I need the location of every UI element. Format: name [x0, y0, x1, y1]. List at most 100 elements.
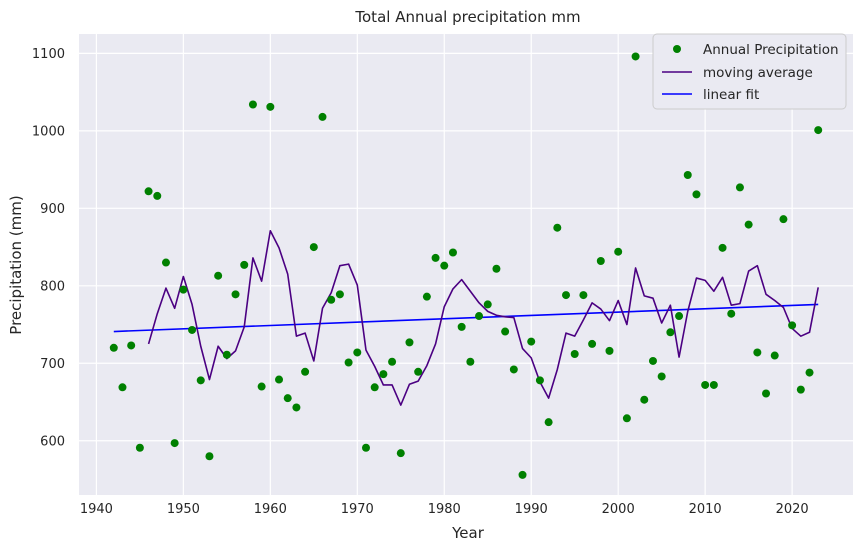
- scatter-point: [292, 403, 301, 412]
- scatter-point: [518, 470, 527, 479]
- scatter-point: [153, 191, 162, 200]
- x-tick-label: 1950: [167, 502, 200, 517]
- scatter-point: [422, 292, 431, 301]
- scatter-point: [431, 253, 440, 262]
- scatter-point: [562, 291, 571, 300]
- scatter-point: [735, 183, 744, 192]
- scatter-point: [570, 349, 579, 358]
- scatter-point: [605, 346, 614, 355]
- scatter-point: [770, 351, 779, 360]
- scatter-point: [475, 312, 484, 321]
- scatter-point: [266, 102, 275, 111]
- scatter-point: [353, 348, 362, 357]
- x-tick-label: 1940: [80, 502, 113, 517]
- y-axis-label: Precipitation (mm): [7, 195, 25, 334]
- scatter-point: [379, 370, 388, 379]
- moving-average-layer: [147, 230, 819, 406]
- scatter-point: [170, 439, 179, 448]
- scatter-point: [631, 52, 640, 61]
- scatter-point: [144, 187, 153, 196]
- moving-average-line: [147, 230, 819, 406]
- legend-marker-annual-precipitation: [673, 45, 681, 53]
- scatter-point: [118, 383, 127, 392]
- x-tick-label: 1980: [428, 502, 461, 517]
- scatter-point: [301, 367, 310, 376]
- scatter-point: [179, 285, 188, 294]
- y-tick-label: 900: [40, 202, 65, 217]
- x-tick-label: 1970: [341, 502, 374, 517]
- x-tick-label: 2010: [689, 502, 722, 517]
- x-axis-label: Year: [451, 524, 485, 542]
- legend-label-moving-average: moving average: [703, 65, 813, 81]
- scatter-point: [701, 380, 710, 389]
- scatter-point: [762, 389, 771, 398]
- scatter-point: [109, 343, 118, 352]
- scatter-point: [231, 290, 240, 299]
- scatter-point: [796, 385, 805, 394]
- scatter-point: [127, 341, 136, 350]
- scatter-point: [222, 350, 231, 359]
- y-tick-label: 800: [40, 279, 65, 294]
- scatter-point: [596, 257, 605, 266]
- scatter-point: [779, 215, 788, 224]
- scatter-point: [675, 312, 684, 321]
- scatter-point: [640, 395, 649, 404]
- scatter-point: [188, 325, 197, 334]
- scatter-point: [344, 358, 353, 367]
- scatter-point: [318, 112, 327, 121]
- y-tick-label: 1100: [32, 47, 65, 62]
- scatter-point: [492, 264, 501, 273]
- linear-fit-layer: [113, 303, 819, 333]
- scatter-point: [283, 394, 292, 403]
- grid: [79, 34, 853, 495]
- scatter-point: [622, 414, 631, 423]
- y-tick-label: 1000: [32, 124, 65, 139]
- scatter-point: [509, 365, 518, 374]
- scatter-point: [240, 260, 249, 269]
- scatter-point: [657, 372, 666, 381]
- scatter-point: [788, 321, 797, 330]
- scatter-point: [527, 337, 536, 346]
- x-tick-label: 1990: [515, 502, 548, 517]
- legend-label-annual-precipitation: Annual Precipitation: [703, 42, 839, 58]
- scatter-point: [727, 309, 736, 318]
- scatter-point: [405, 338, 414, 347]
- scatter-point: [709, 380, 718, 389]
- scatter-point: [614, 247, 623, 256]
- scatter-point: [440, 261, 449, 270]
- legend-box: [652, 33, 847, 110]
- scatter-point: [414, 367, 423, 376]
- linear-fit-line: [113, 303, 819, 333]
- chart-title: Total Annual precipitation mm: [354, 8, 580, 26]
- scatter-point: [579, 291, 588, 300]
- scatter-point: [753, 348, 762, 357]
- scatter-point: [814, 126, 823, 135]
- scatter-point: [483, 300, 492, 309]
- scatter-point: [466, 357, 475, 366]
- scatter-point: [544, 418, 553, 427]
- scatter-point: [327, 295, 336, 304]
- x-tick-label: 1960: [254, 502, 287, 517]
- scatter-point: [196, 376, 205, 385]
- scatter-point: [805, 368, 814, 377]
- legend-label-linear-fit: linear fit: [703, 87, 759, 103]
- scatter-point: [205, 452, 214, 461]
- scatter-point: [718, 243, 727, 252]
- plot-background: [79, 34, 853, 495]
- scatter-point: [214, 271, 223, 280]
- x-axis-ticks: 1940 1950 1960 1970 1980 1990 2000 2010 2020: [80, 502, 809, 517]
- scatter-point: [309, 243, 318, 252]
- scatter-point: [535, 376, 544, 385]
- scatter-point: [370, 383, 379, 392]
- scatter-point: [275, 375, 284, 384]
- scatter-point: [135, 443, 144, 452]
- y-axis-ticks: 600 700 800 900 1000 1100: [32, 47, 65, 449]
- scatter-point: [553, 223, 562, 232]
- y-tick-label: 700: [40, 357, 65, 372]
- x-tick-label: 2020: [776, 502, 809, 517]
- legend: Annual Precipitation moving average line…: [652, 33, 847, 110]
- scatter-point: [744, 220, 753, 229]
- scatter-point: [457, 322, 466, 331]
- x-tick-label: 2000: [602, 502, 635, 517]
